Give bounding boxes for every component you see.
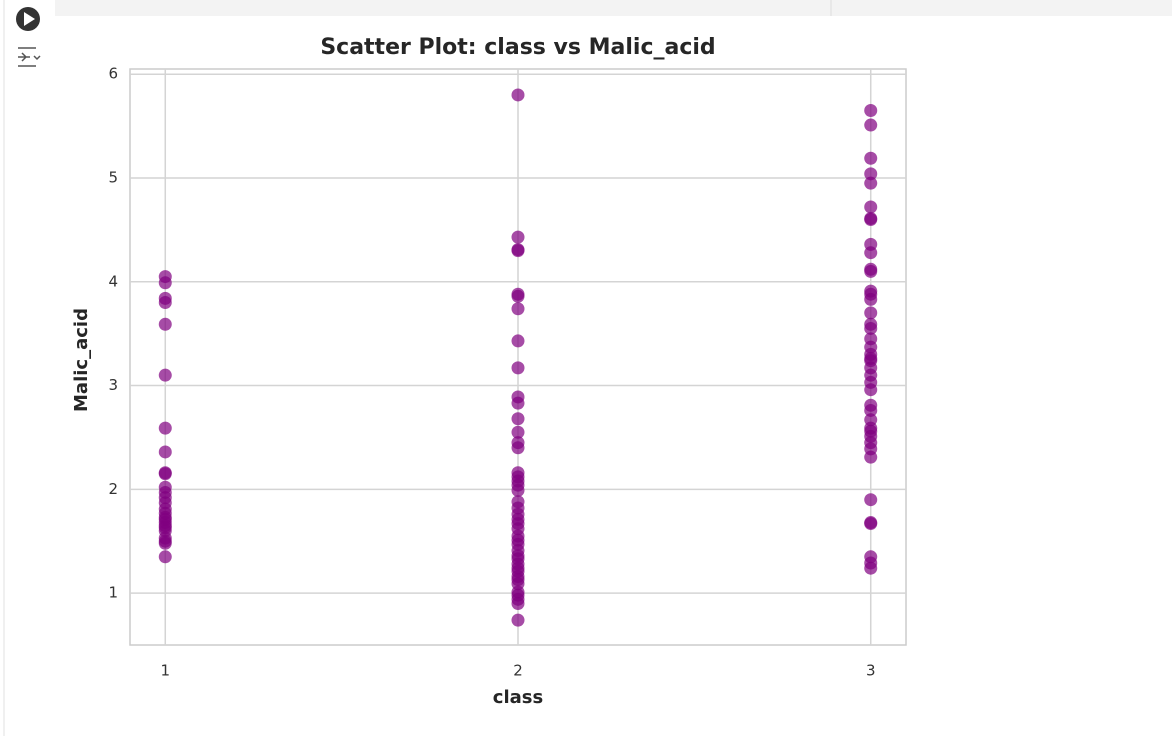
point	[864, 246, 878, 260]
point	[864, 383, 878, 397]
y-tick-label: 3	[108, 376, 118, 394]
point	[864, 212, 878, 226]
point	[158, 296, 172, 310]
point	[864, 200, 878, 214]
point	[511, 230, 525, 244]
point	[864, 493, 878, 507]
point	[158, 276, 172, 290]
point	[864, 321, 878, 335]
point	[511, 396, 525, 410]
point	[158, 368, 172, 382]
top-bar	[55, 0, 1172, 16]
point	[158, 536, 172, 550]
point	[864, 264, 878, 278]
point	[511, 289, 525, 303]
point	[511, 441, 525, 455]
run-icon	[24, 12, 35, 26]
x-tick-label: 2	[513, 662, 523, 680]
x-axis-label: class	[493, 687, 543, 708]
point	[864, 517, 878, 531]
point	[511, 361, 525, 375]
point	[864, 176, 878, 190]
y-tick-label: 5	[108, 168, 118, 186]
point	[864, 306, 878, 320]
point	[864, 292, 878, 306]
point	[864, 450, 878, 464]
output-menu[interactable]	[18, 47, 41, 67]
point	[511, 88, 525, 102]
point	[511, 425, 525, 439]
point	[864, 167, 878, 181]
chart-title: Scatter Plot: class vs Malic_acid	[320, 35, 715, 60]
point	[158, 550, 172, 564]
point	[864, 561, 878, 575]
x-tick-label: 1	[160, 662, 170, 680]
y-tick-label: 2	[108, 480, 118, 498]
point	[158, 467, 172, 481]
y-axis-label: Malic_acid	[71, 308, 92, 412]
point	[864, 104, 878, 118]
point	[864, 118, 878, 132]
point	[158, 317, 172, 331]
point	[511, 244, 525, 258]
point	[511, 412, 525, 426]
y-tick-label: 1	[108, 584, 118, 602]
y-tick-label: 4	[108, 272, 118, 290]
point	[864, 151, 878, 165]
point	[158, 421, 172, 435]
point	[864, 403, 878, 417]
point	[511, 334, 525, 348]
point	[511, 483, 525, 497]
point	[158, 445, 172, 459]
point	[511, 596, 525, 610]
y-tick-label: 6	[108, 65, 118, 83]
x-tick-label: 3	[866, 662, 876, 680]
point	[511, 613, 525, 627]
point	[511, 302, 525, 316]
